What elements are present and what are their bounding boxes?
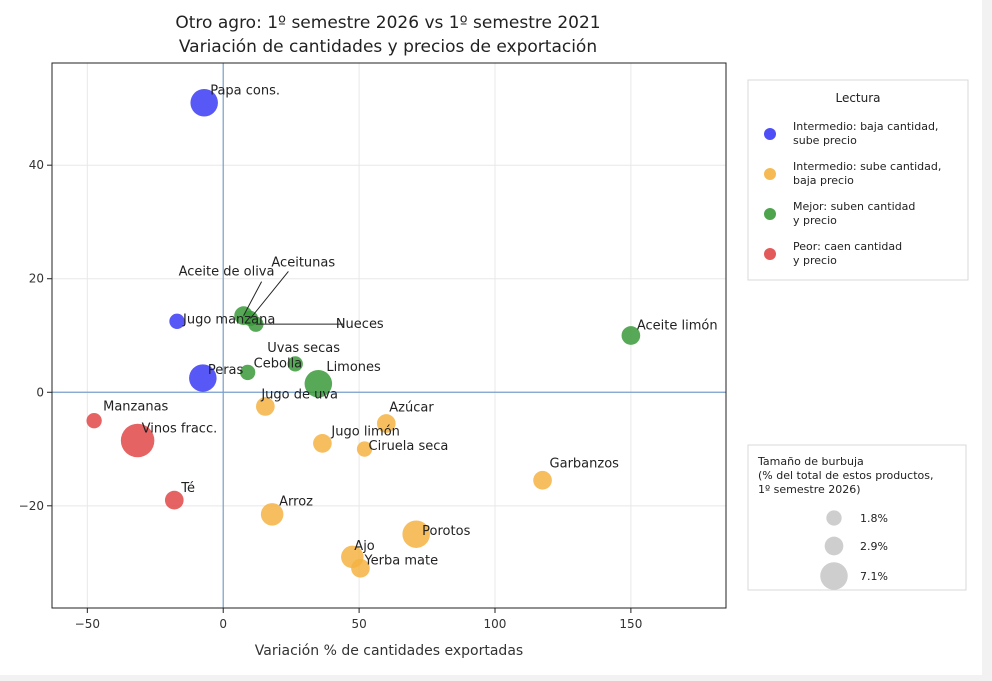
legend-entry-text: Intermedio: baja cantidad, — [793, 120, 938, 133]
bubble-label: Azúcar — [389, 400, 434, 415]
x-axis-ticks: −50 0 50 100 150 — [75, 608, 642, 631]
bubble-label: Aceitunas — [271, 255, 335, 270]
legend-box — [747, 79, 969, 281]
bubble-label: Uvas secas — [267, 341, 340, 356]
reference-lines — [52, 63, 726, 608]
window-edge-bottom — [0, 675, 992, 681]
bubble-label: Garbanzos — [550, 456, 620, 471]
x-tick-label: 100 — [484, 617, 507, 631]
bubble-label: Aceite de oliva — [179, 265, 275, 280]
bubble-label: Jugo manzana — [182, 312, 275, 327]
y-axis-ticks: −20 0 20 40 — [19, 158, 52, 513]
legend-marker — [764, 128, 776, 140]
legend-title: Lectura — [835, 91, 880, 105]
bubble-label: Cebolla — [254, 356, 302, 371]
chart-title-line-2: Variación de cantidades y precios de exp… — [179, 37, 597, 57]
bubble-label: Yerba mate — [363, 553, 438, 568]
legend-entry-text: y precio — [793, 254, 837, 267]
bubble-label: Manzanas — [103, 400, 168, 415]
legend-marker — [764, 208, 776, 220]
x-tick-label: 150 — [619, 617, 642, 631]
label-leader-line — [250, 271, 289, 319]
size-legend-bubble — [826, 510, 842, 526]
bubble — [402, 520, 430, 548]
bubble-label: Ciruela seca — [369, 439, 449, 454]
x-tick-label: −50 — [75, 617, 100, 631]
bubble-label: Nueces — [336, 317, 384, 332]
legend-marker — [764, 248, 776, 260]
legend-marker — [764, 168, 776, 180]
x-tick-label: 0 — [219, 617, 227, 631]
x-axis-label: Variación % de cantidades exportadas — [255, 643, 523, 659]
legend-size: Tamaño de burbuja (% del total de estos … — [747, 444, 967, 591]
bubble — [169, 313, 185, 329]
size-legend-box — [747, 444, 967, 591]
bubble — [256, 397, 275, 416]
legend-entry-text: Peor: caen cantidad — [793, 240, 902, 253]
size-legend-label: 1.8% — [860, 512, 888, 525]
bubble — [621, 326, 641, 345]
window-edge-right — [982, 0, 992, 681]
chart-title: Otro agro: 1º semestre 2026 vs 1º semest… — [175, 13, 600, 57]
bubble — [120, 423, 155, 458]
label-leaders — [243, 271, 344, 325]
bubble-label: Papa cons. — [210, 84, 280, 99]
bubble — [313, 434, 332, 453]
bubble-label: Aceite limón — [637, 319, 718, 334]
plot-frame — [51, 62, 727, 609]
label-leader-line — [243, 281, 263, 316]
bubbles — [86, 88, 641, 578]
size-legend-title-line-1: Tamaño de burbuja — [757, 455, 864, 468]
x-tick-label: 50 — [351, 617, 366, 631]
chart-title-line-1: Otro agro: 1º semestre 2026 vs 1º semest… — [175, 13, 600, 33]
bubble — [304, 369, 333, 398]
size-legend-title-line-3: 1º semestre 2026) — [758, 483, 861, 496]
bubble — [164, 490, 184, 510]
size-legend-title-line-2: (% del total de estos productos, — [758, 469, 933, 482]
bubble — [356, 441, 373, 457]
bubble — [190, 88, 218, 117]
bubble — [260, 503, 284, 526]
size-legend-label: 2.9% — [860, 540, 888, 553]
legend-entry-text: y precio — [793, 214, 837, 227]
bubble — [287, 356, 303, 372]
legend-entry-text: sube precio — [793, 134, 857, 147]
bubble — [376, 414, 396, 433]
size-legend-bubble — [824, 536, 844, 556]
bubble-labels: Papa cons. Jugo manzana Peras Aceite de oli… — [103, 84, 717, 569]
bubble-label: Vinos fracc. — [142, 422, 218, 437]
bubble-label: Jugo de uva — [260, 387, 338, 402]
legend-entry-text: baja precio — [793, 174, 854, 187]
y-tick-label: 20 — [29, 272, 44, 286]
legend-color: Lectura Intermedio: baja cantidad,sube p… — [747, 79, 969, 281]
bubble-label: Jugo limón — [330, 424, 400, 439]
bubble-label: Porotos — [422, 524, 470, 539]
legend-entry-text: Mejor: suben cantidad — [793, 200, 915, 213]
y-tick-label: 0 — [36, 385, 44, 399]
bubble-label: Ajo — [354, 539, 375, 554]
y-tick-label: −20 — [19, 499, 44, 513]
bubble-label: Arroz — [279, 494, 313, 509]
bubble-label: Té — [180, 481, 195, 496]
bubble — [533, 470, 552, 490]
size-legend-bubble — [820, 562, 848, 590]
y-tick-label: 40 — [29, 158, 44, 172]
bubble-label: Limones — [326, 360, 381, 375]
legend-entry-text: Intermedio: sube cantidad, — [793, 160, 941, 173]
bubble — [86, 412, 102, 429]
bubble-label: Peras — [208, 363, 244, 378]
bubble — [351, 558, 370, 578]
bubble — [189, 364, 217, 392]
size-legend-label: 7.1% — [860, 570, 888, 583]
bubble — [240, 364, 256, 381]
